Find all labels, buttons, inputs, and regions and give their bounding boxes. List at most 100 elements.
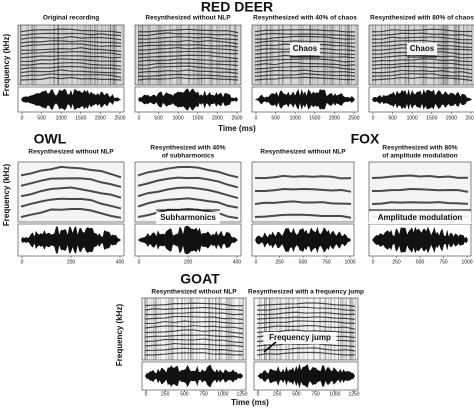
x-tick-label: 1000	[407, 115, 418, 121]
panel-title: Resynthesized without NLP	[151, 289, 237, 296]
x-tick-label: 1000	[461, 259, 472, 265]
x-tick-label: 500	[154, 115, 163, 121]
panel-title: Resynthesized without NLP	[145, 15, 231, 22]
streak	[288, 298, 290, 360]
streak	[456, 25, 458, 85]
streak	[151, 298, 152, 360]
spectrogram-frame	[368, 24, 474, 86]
harmonic	[371, 188, 469, 193]
harmonic	[256, 311, 356, 316]
streak	[384, 25, 386, 85]
streak	[71, 25, 73, 85]
spectrogram-frame	[134, 24, 242, 86]
waveform	[255, 88, 355, 111]
harmonic	[254, 32, 356, 37]
streak	[229, 25, 231, 85]
streak	[147, 25, 149, 85]
harmonic	[371, 65, 473, 71]
streak	[180, 298, 182, 360]
annotation: Amplitude modulation	[378, 213, 463, 222]
streak	[443, 25, 445, 85]
x-tick-label: 2500	[114, 115, 125, 121]
streak	[258, 298, 260, 360]
streak	[169, 298, 171, 360]
streak	[208, 298, 210, 360]
x-tick-label: 500	[388, 115, 397, 121]
streak	[235, 25, 237, 85]
x-tick-label: 750	[322, 259, 331, 265]
harmonic	[254, 40, 356, 44]
streak	[87, 25, 89, 85]
panel-title: Resynthesized with 80% of chaos	[370, 15, 474, 22]
streak	[281, 298, 283, 360]
streak	[177, 298, 178, 360]
streak	[330, 298, 331, 360]
harmonic	[371, 76, 473, 82]
streak	[157, 25, 159, 85]
x-tick-label: 1250	[236, 391, 247, 397]
x-tick-label: 0	[21, 115, 24, 121]
streak	[269, 298, 270, 360]
streak	[342, 298, 344, 360]
harmonic	[20, 51, 122, 56]
streak	[458, 25, 460, 85]
streak	[471, 25, 473, 85]
streak	[146, 298, 148, 360]
waveform	[372, 226, 468, 254]
spectrogram-frame	[141, 297, 247, 361]
x-tick-label: 500	[299, 259, 308, 265]
annotation: Frequency jump	[269, 333, 331, 342]
harmonic	[20, 165, 122, 179]
streak	[225, 298, 227, 360]
streak	[293, 298, 295, 360]
streak	[218, 298, 220, 360]
harmonic	[371, 62, 473, 66]
streak	[147, 298, 149, 360]
harmonic	[20, 69, 122, 74]
streak	[325, 298, 327, 360]
streak	[184, 298, 186, 360]
streak	[299, 298, 300, 360]
annotation-box	[156, 212, 220, 224]
streak	[338, 298, 340, 360]
harmonic	[137, 28, 239, 34]
spectrogram-bg	[252, 162, 354, 222]
annotation: Subharmonics	[160, 213, 216, 222]
harmonic	[20, 32, 122, 37]
streak	[257, 25, 259, 85]
streak	[269, 298, 271, 360]
streak	[323, 25, 325, 85]
streak	[32, 25, 34, 85]
streak	[190, 298, 191, 360]
streak	[144, 298, 145, 360]
streak	[282, 25, 284, 85]
streak	[190, 298, 192, 360]
streak	[259, 25, 261, 85]
streak	[160, 25, 161, 85]
streak	[345, 25, 347, 85]
streak	[355, 25, 357, 85]
streak	[445, 25, 447, 85]
streak	[94, 25, 96, 85]
harmonic	[20, 73, 122, 78]
harmonic	[20, 55, 122, 59]
streak	[219, 298, 221, 360]
harmonic	[254, 174, 352, 180]
streak	[178, 25, 180, 85]
x-tick-label: 500	[180, 391, 189, 397]
x-tick-label: 0	[138, 259, 141, 265]
streak	[150, 25, 151, 85]
streak	[351, 25, 352, 85]
streak	[278, 25, 280, 85]
streak	[82, 25, 84, 85]
x-tick-label: 0	[145, 391, 148, 397]
streak	[276, 298, 278, 360]
streak	[171, 298, 173, 360]
harmonic	[20, 36, 122, 41]
x-tick-label: 1000	[329, 391, 340, 397]
streak	[458, 25, 459, 85]
waveform	[138, 88, 238, 111]
streak	[58, 25, 59, 85]
streak	[108, 25, 109, 85]
streak	[277, 298, 278, 360]
